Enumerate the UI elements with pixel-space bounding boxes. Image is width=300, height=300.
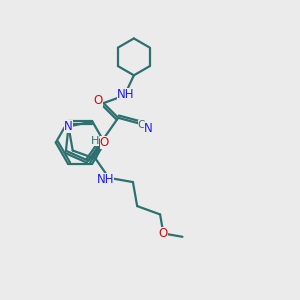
Text: NH: NH: [97, 173, 114, 186]
Text: N: N: [64, 120, 73, 133]
Text: C: C: [138, 120, 145, 130]
Text: H: H: [91, 136, 99, 146]
Text: O: O: [159, 227, 168, 240]
Text: O: O: [94, 94, 103, 107]
Text: NH: NH: [117, 88, 135, 100]
Text: O: O: [100, 136, 109, 148]
Text: N: N: [144, 122, 153, 135]
